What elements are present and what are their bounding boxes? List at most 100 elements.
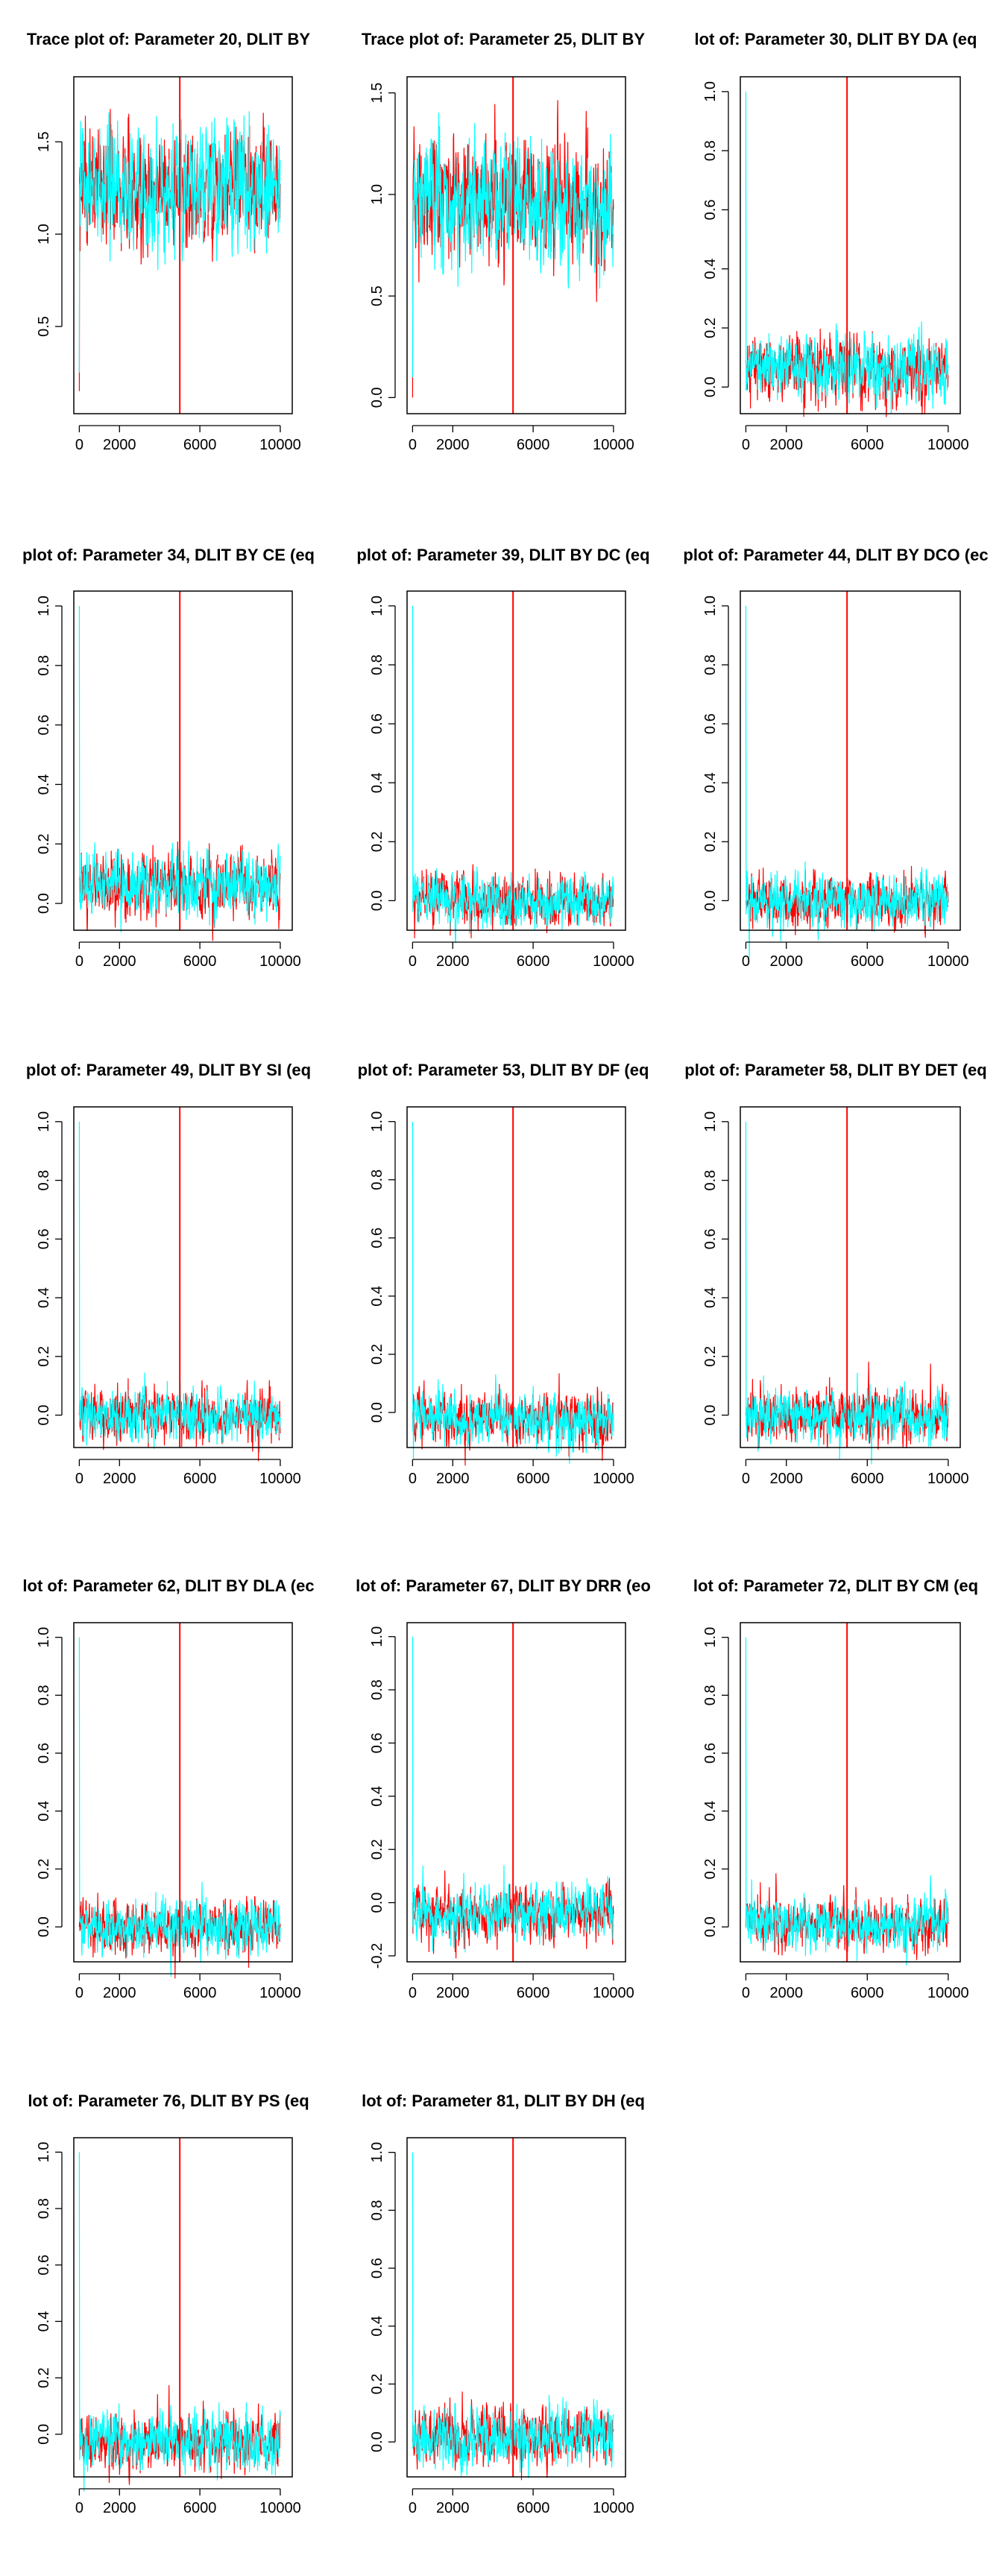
plot-frame: [740, 76, 961, 414]
plot-frame: [73, 76, 293, 414]
x-tick-label: 0: [742, 1471, 750, 1487]
x-tick-label: 0: [742, 1985, 750, 2001]
x-tick-label: 2000: [103, 1985, 136, 2001]
y-tick-label: 0.4: [36, 2311, 52, 2332]
y-tick-label: -0.2: [369, 1943, 385, 1969]
y-tick-label: 1.0: [36, 2141, 52, 2162]
panel-title: Trace plot of: Parameter 25, DLIT BY: [362, 30, 646, 48]
y-tick-label: 0.4: [702, 1287, 719, 1308]
x-tick-label: 2000: [436, 953, 470, 970]
x-tick-label: 6000: [183, 953, 217, 970]
y-tick-label: 0.8: [702, 140, 719, 161]
y-tick-label: 0.8: [702, 1170, 719, 1191]
trace-panel: plot of: Parameter 53, DLIT BY DF (eq 0 20…: [358, 1061, 649, 1487]
x-tick-label: 2000: [769, 1471, 803, 1487]
plot-frame: [406, 590, 626, 931]
x-tick-label: 0: [75, 2500, 84, 2516]
y-tick-label: 0.2: [36, 2367, 52, 2388]
trace-panel: lot of: Parameter 62, DLIT BY DLA (ec 0 20…: [22, 1576, 314, 2001]
y-tick-label: 0.8: [36, 1170, 52, 1191]
panel-title: lot of: Parameter 76, DLIT BY PS (eq: [28, 2092, 309, 2110]
panel-title: plot of: Parameter 49, DLIT BY SI (eq: [26, 1061, 311, 1079]
y-tick-label: 0.4: [702, 1801, 719, 1822]
y-tick-label: 0.6: [702, 713, 719, 734]
x-tick-label: 10000: [259, 437, 301, 453]
y-tick-label: 0.2: [36, 833, 52, 854]
panel-title: plot of: Parameter 58, DLIT BY DET (eq: [684, 1061, 986, 1079]
x-tick-label: 2000: [103, 953, 136, 970]
x-tick-label: 2000: [769, 1985, 803, 2001]
x-tick-label: 10000: [927, 1471, 969, 1487]
x-tick-label: 6000: [517, 1471, 550, 1487]
trace-panel: plot of: Parameter 34, DLIT BY CE (eq 0 20…: [22, 546, 315, 970]
trace-panel: plot of: Parameter 39, DLIT BY DC (eq 0 20…: [356, 546, 649, 970]
y-tick-label: 0.8: [36, 1685, 52, 1705]
y-tick-label: 0.4: [369, 1286, 385, 1307]
panel-title: lot of: Parameter 62, DLIT BY DLA (ec: [22, 1576, 314, 1595]
x-tick-label: 6000: [851, 1471, 884, 1487]
x-tick-label: 6000: [517, 437, 550, 453]
y-tick-label: 0.2: [702, 318, 719, 338]
y-tick-label: 1.0: [36, 1111, 52, 1132]
y-tick-label: 1.5: [36, 131, 52, 152]
y-tick-label: 0.2: [369, 831, 385, 852]
trace-panel: lot of: Parameter 81, DLIT BY DH (eq 0 200…: [362, 2092, 645, 2516]
x-tick-label: 6000: [517, 953, 550, 970]
y-tick-label: 0.8: [702, 1685, 719, 1705]
trace-panel: plot of: Parameter 49, DLIT BY SI (eq 0 20…: [26, 1061, 311, 1487]
panel-title: plot of: Parameter 34, DLIT BY CE (eq: [22, 546, 315, 564]
panel-title: plot of: Parameter 44, DLIT BY DCO (ec: [683, 546, 988, 564]
x-tick-label: 0: [75, 1471, 84, 1487]
y-tick-label: 0.8: [369, 1679, 385, 1700]
y-tick-label: 1.0: [702, 596, 719, 616]
x-tick-label: 2000: [769, 437, 803, 453]
y-tick-label: 0.8: [369, 1169, 385, 1190]
y-tick-label: 0.2: [369, 1839, 385, 1860]
trace-panel: lot of: Parameter 76, DLIT BY PS (eq 0 200…: [28, 2092, 309, 2516]
y-tick-label: 1.0: [36, 1627, 52, 1648]
y-tick-label: 0.6: [702, 200, 719, 221]
x-tick-label: 0: [409, 1471, 417, 1487]
trace-panel: Trace plot of: Parameter 20, DLIT BY 0 200…: [27, 30, 311, 453]
y-tick-label: 1.0: [36, 224, 52, 244]
y-tick-label: 0.8: [36, 655, 52, 676]
x-tick-label: 10000: [593, 437, 634, 453]
trace-panel: plot of: Parameter 58, DLIT BY DET (eq 0 2…: [684, 1061, 986, 1487]
x-tick-label: 2000: [769, 953, 803, 970]
y-tick-label: 1.0: [369, 1626, 385, 1647]
x-tick-label: 0: [409, 953, 417, 970]
y-tick-label: 0.0: [702, 376, 719, 397]
plot-frame: [73, 590, 293, 931]
x-tick-label: 6000: [851, 437, 884, 453]
y-tick-label: 0.4: [702, 259, 719, 280]
y-tick-label: 0.0: [702, 1405, 719, 1426]
y-tick-label: 0.6: [36, 1228, 52, 1249]
y-tick-label: 0.0: [369, 1892, 385, 1913]
y-tick-label: 0.0: [369, 1402, 385, 1423]
y-tick-label: 1.5: [369, 83, 385, 104]
panel-title: Trace plot of: Parameter 20, DLIT BY: [27, 30, 311, 48]
trace-panel: plot of: Parameter 44, DLIT BY DCO (ec 0 2…: [683, 546, 988, 970]
x-tick-label: 6000: [517, 2500, 550, 2516]
x-tick-label: 10000: [927, 953, 969, 970]
y-tick-label: 0.0: [36, 1405, 52, 1426]
y-tick-label: 0.2: [702, 1346, 719, 1367]
y-tick-label: 0.0: [36, 2424, 52, 2445]
panel-title: lot of: Parameter 72, DLIT BY CM (eq: [693, 1576, 978, 1595]
y-tick-label: 0.4: [36, 774, 52, 795]
plot-frame: [406, 1106, 626, 1448]
trace-panel: lot of: Parameter 67, DLIT BY DRR (eo 0 20…: [356, 1576, 651, 2001]
panel-title: lot of: Parameter 67, DLIT BY DRR (eo: [356, 1576, 651, 1595]
y-tick-label: 0.2: [702, 831, 719, 852]
plot-frame: [740, 1106, 961, 1448]
x-tick-label: 2000: [103, 1471, 136, 1487]
x-tick-label: 2000: [436, 437, 470, 453]
x-tick-label: 2000: [436, 1471, 470, 1487]
plot-frame: [73, 1106, 293, 1448]
y-tick-label: 0.4: [36, 1801, 52, 1822]
plot-frame: [740, 590, 961, 931]
trace-panel: lot of: Parameter 72, DLIT BY CM (eq 0 200…: [693, 1576, 978, 2001]
y-tick-label: 1.0: [369, 1111, 385, 1132]
y-tick-label: 0.4: [702, 772, 719, 793]
x-tick-label: 0: [409, 1985, 417, 2001]
